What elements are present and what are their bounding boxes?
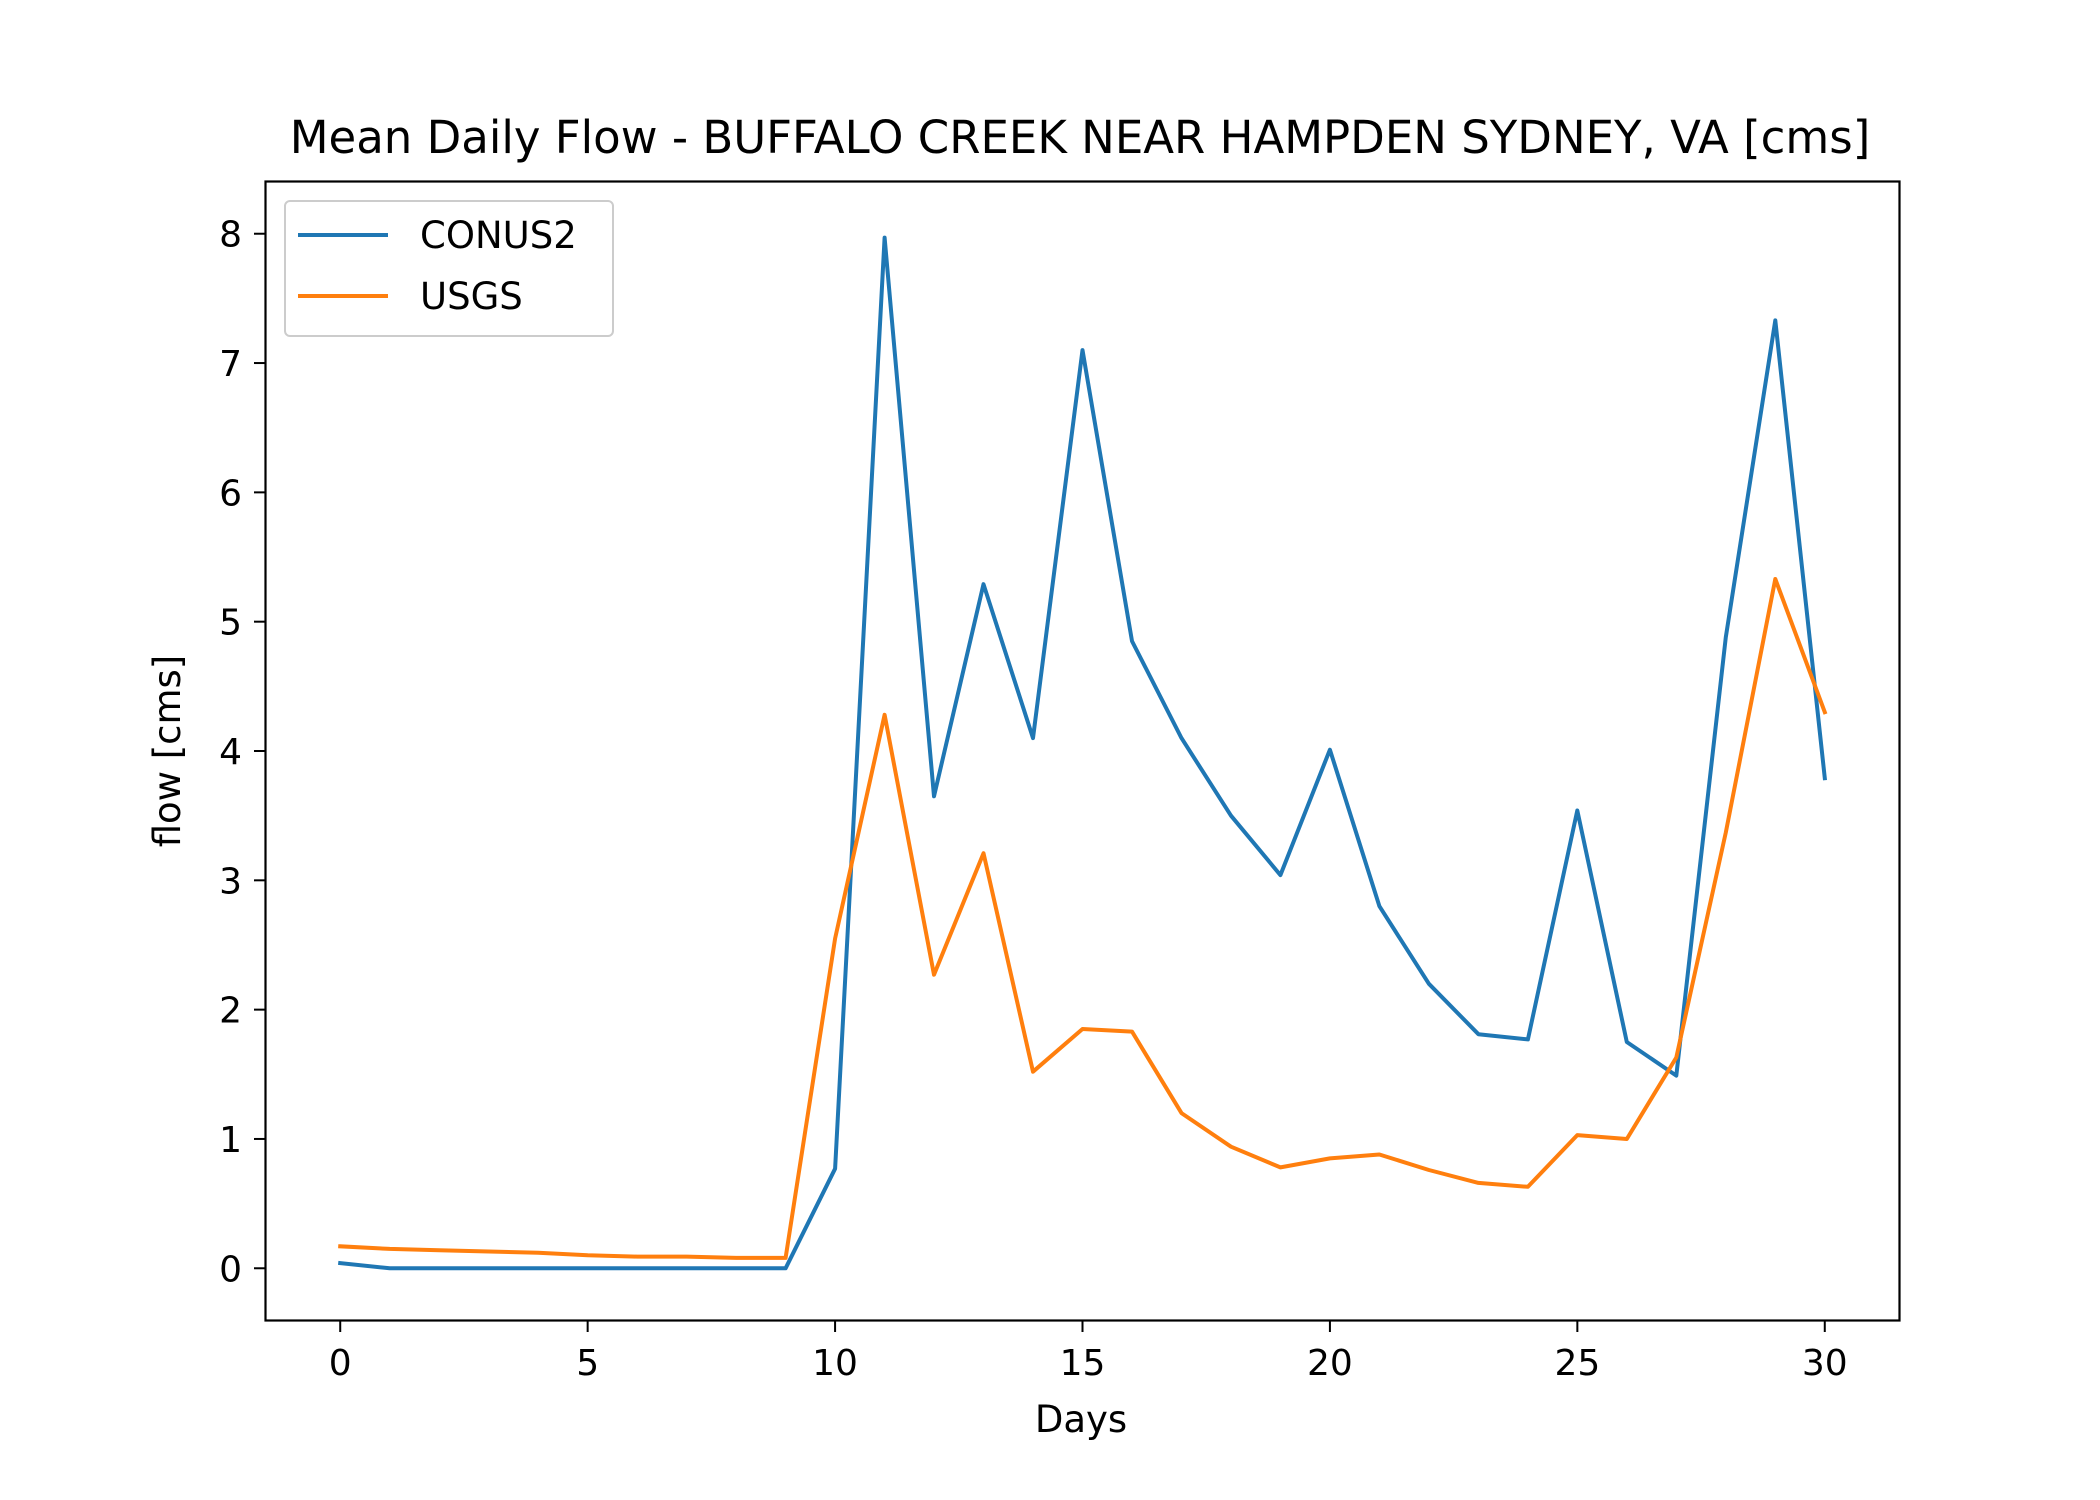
series-layer xyxy=(338,235,1828,1271)
y-tick-label: 4 xyxy=(219,732,242,773)
x-tick-label: 0 xyxy=(329,1343,352,1384)
y-tick-label: 3 xyxy=(219,861,242,902)
legend-label-usgs: USGS xyxy=(420,275,523,318)
y-tick-label: 7 xyxy=(219,344,242,385)
y-tick-label: 0 xyxy=(219,1249,242,1290)
y-tick-label: 5 xyxy=(219,603,242,644)
x-tick-label: 30 xyxy=(1802,1343,1848,1384)
y-tick-label: 2 xyxy=(219,991,242,1032)
x-tick-label: 20 xyxy=(1307,1343,1353,1384)
series-line-conus2 xyxy=(338,235,1828,1271)
x-tick-label: 10 xyxy=(812,1343,858,1384)
legend: CONUS2 USGS xyxy=(284,200,614,337)
x-axis: 0 5 10 15 20 25 30 xyxy=(329,1320,1848,1384)
series-line-usgs xyxy=(338,577,1828,1260)
x-tick-label: 15 xyxy=(1060,1343,1106,1384)
y-tick-label: 8 xyxy=(219,215,242,256)
y-tick-label: 1 xyxy=(219,1120,242,1161)
y-axis-label: flow [cms] xyxy=(146,655,189,848)
x-tick-label: 5 xyxy=(576,1343,599,1384)
legend-label-conus2: CONUS2 xyxy=(420,214,577,257)
chart-title: Mean Daily Flow - BUFFALO CREEK NEAR HAM… xyxy=(290,111,1871,164)
x-axis-label: Days xyxy=(1035,1398,1127,1441)
y-axis: 0 1 2 3 4 5 6 7 8 xyxy=(219,215,266,1290)
y-tick-label: 6 xyxy=(219,473,242,514)
x-tick-label: 25 xyxy=(1554,1343,1600,1384)
